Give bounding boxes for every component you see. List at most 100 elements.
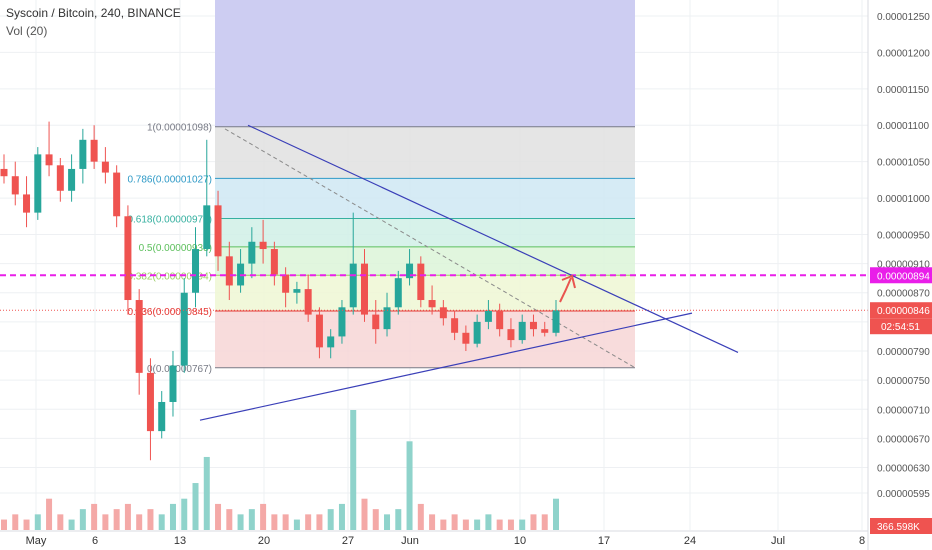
candle-body bbox=[417, 263, 425, 301]
trendline-drawings[interactable] bbox=[0, 124, 868, 421]
candle-body bbox=[225, 256, 233, 286]
time-tick-label: Jun bbox=[401, 535, 419, 547]
candle-body bbox=[484, 310, 492, 322]
fib-zone bbox=[215, 178, 635, 219]
fib-zone bbox=[215, 275, 635, 311]
time-tick-label: 6 bbox=[92, 535, 98, 547]
fib-retracement[interactable]: 1(0.00001098) 0.786(0.00001027) 0.618(0.00… bbox=[127, 0, 636, 375]
volume-tag-label: 366.598K bbox=[877, 522, 920, 533]
volume-bar bbox=[237, 514, 244, 530]
volume-bar bbox=[23, 519, 30, 530]
candlestick-series bbox=[0, 121, 560, 461]
time-tick-label: 17 bbox=[598, 535, 610, 547]
candle-body bbox=[394, 278, 402, 308]
volume-bar bbox=[293, 519, 300, 530]
countdown-label: 02:54:51 bbox=[881, 322, 920, 333]
arrow-icon[interactable] bbox=[559, 277, 572, 303]
volume-bar bbox=[519, 519, 526, 530]
price-tick-label: 0.00001250 bbox=[877, 12, 930, 23]
volume-bar bbox=[338, 503, 345, 530]
candle-body bbox=[101, 161, 109, 173]
volume-bar bbox=[395, 509, 402, 530]
price-tick-label: 0.00000630 bbox=[877, 464, 930, 475]
candle-body bbox=[203, 205, 211, 250]
price-tick-label: 0.00001050 bbox=[877, 158, 930, 169]
candle-body bbox=[0, 168, 8, 177]
candle-body bbox=[293, 289, 301, 293]
volume-bar bbox=[541, 514, 548, 530]
fib-zone bbox=[215, 310, 635, 368]
price-tick-label: 0.00001000 bbox=[877, 194, 930, 205]
price-tick-label: 0.00001200 bbox=[877, 48, 930, 59]
candle-body bbox=[169, 365, 177, 402]
fib-trend-dashed-line bbox=[224, 128, 636, 369]
time-axis[interactable]: May 6 13 20 27 Jun 10 17 24 Jul 8 bbox=[0, 530, 868, 547]
price-tick-label: 0.00000790 bbox=[877, 347, 930, 358]
volume-tag bbox=[870, 518, 932, 534]
price-tick-label: 0.00000595 bbox=[877, 489, 930, 500]
price-tick-label: 0.00000950 bbox=[877, 230, 930, 241]
price-tag bbox=[870, 267, 932, 284]
volume-bar bbox=[158, 514, 165, 530]
candle-body bbox=[68, 168, 76, 191]
volume-bar bbox=[248, 509, 255, 530]
arrow-head-icon bbox=[561, 274, 576, 289]
fib-level-label: 0.618(0.00000972) bbox=[127, 214, 212, 225]
volume-bar bbox=[372, 509, 379, 530]
candle-body bbox=[304, 289, 312, 315]
volume-bar bbox=[305, 514, 312, 530]
candle-body bbox=[34, 154, 42, 213]
volume-bar bbox=[327, 509, 334, 530]
volume-bar bbox=[147, 509, 154, 530]
volume-bar bbox=[553, 498, 559, 530]
fib-upper-zone bbox=[215, 0, 635, 127]
time-tick-label: 10 bbox=[514, 535, 526, 547]
volume-bar bbox=[282, 514, 289, 530]
time-tick-label: 27 bbox=[342, 535, 354, 547]
volume-bar bbox=[451, 514, 458, 530]
fib-level-label: 1(0.00001098) bbox=[147, 123, 212, 134]
volume-bar bbox=[417, 503, 424, 530]
volume-bar bbox=[485, 514, 492, 530]
fib-level-label: 0.236(0.00000845) bbox=[127, 307, 212, 318]
volume-bar bbox=[102, 514, 109, 530]
volume-bar bbox=[507, 519, 514, 530]
price-tag-label: 0.00000846 bbox=[877, 306, 930, 317]
candle-body bbox=[372, 314, 380, 330]
fib-zone bbox=[215, 246, 635, 276]
countdown-tag bbox=[870, 318, 932, 335]
candle-body bbox=[428, 300, 436, 308]
volume-bar bbox=[203, 456, 210, 530]
price-tag-label: 0.00000894 bbox=[877, 271, 930, 282]
candle-body bbox=[158, 401, 166, 432]
volume-bar bbox=[124, 503, 131, 530]
fib-level-label: 0(0.00000767) bbox=[147, 364, 212, 375]
volume-bar bbox=[91, 503, 98, 530]
volume-indicator-label: Vol (20) bbox=[6, 24, 48, 38]
volume-bar bbox=[169, 503, 176, 530]
time-tick-label: 20 bbox=[258, 535, 270, 547]
candle-body bbox=[146, 372, 154, 432]
price-axis[interactable]: 0.00001250 0.00001200 0.00001150 0.00001100… bbox=[867, 0, 932, 550]
descending-trendline[interactable] bbox=[247, 124, 739, 354]
volume-bar bbox=[215, 503, 222, 530]
volume-bar bbox=[316, 514, 323, 530]
candle-body bbox=[496, 310, 504, 330]
volume-bar bbox=[79, 509, 86, 530]
price-tick-label: 0.00000910 bbox=[877, 260, 930, 271]
time-tick-label: 13 bbox=[174, 535, 186, 547]
volume-bar bbox=[440, 519, 447, 530]
candle-body bbox=[451, 318, 459, 333]
ascending-trendline[interactable] bbox=[199, 312, 693, 421]
candle-body bbox=[541, 329, 549, 333]
candle-body bbox=[360, 263, 368, 315]
candle-body bbox=[192, 249, 200, 293]
volume-bar bbox=[384, 514, 391, 530]
candle-body bbox=[518, 321, 526, 341]
fib-level-label: 0.382(0.00000894) bbox=[127, 271, 212, 282]
time-tick-label: Jul bbox=[771, 535, 785, 547]
candle-body bbox=[79, 139, 87, 169]
volume-bar bbox=[192, 483, 199, 530]
candle-body bbox=[282, 274, 290, 293]
